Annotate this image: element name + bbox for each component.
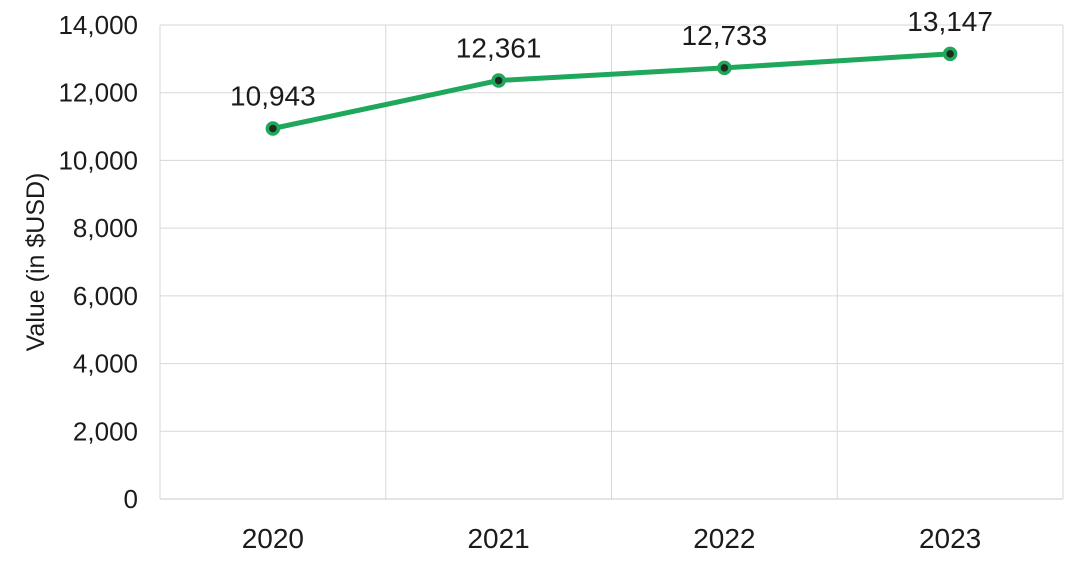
x-tick-label: 2020 xyxy=(242,523,304,554)
y-tick-label: 12,000 xyxy=(58,78,138,108)
y-tick-label: 2,000 xyxy=(73,416,138,446)
data-point-label: 10,943 xyxy=(230,81,316,112)
y-tick-label: 6,000 xyxy=(73,281,138,311)
x-tick-label: 2022 xyxy=(693,523,755,554)
y-tick-label: 0 xyxy=(124,484,138,514)
data-point xyxy=(491,73,506,88)
y-tick-label: 8,000 xyxy=(73,213,138,243)
data-point xyxy=(265,121,281,136)
data-point-label: 12,733 xyxy=(682,20,768,51)
data-point-label: 12,361 xyxy=(456,32,542,63)
series-line xyxy=(270,51,953,132)
data-point xyxy=(942,46,958,62)
data-point xyxy=(717,60,732,76)
data-point-label: 13,147 xyxy=(907,6,993,37)
x-tick-label: 2021 xyxy=(467,523,529,554)
y-axis-title: Value (in $USD) xyxy=(22,173,50,352)
x-tick-label: 2023 xyxy=(919,523,981,554)
y-tick-label: 10,000 xyxy=(58,145,138,175)
y-tick-label: 4,000 xyxy=(73,349,138,379)
y-tick-label: 14,000 xyxy=(58,10,138,40)
